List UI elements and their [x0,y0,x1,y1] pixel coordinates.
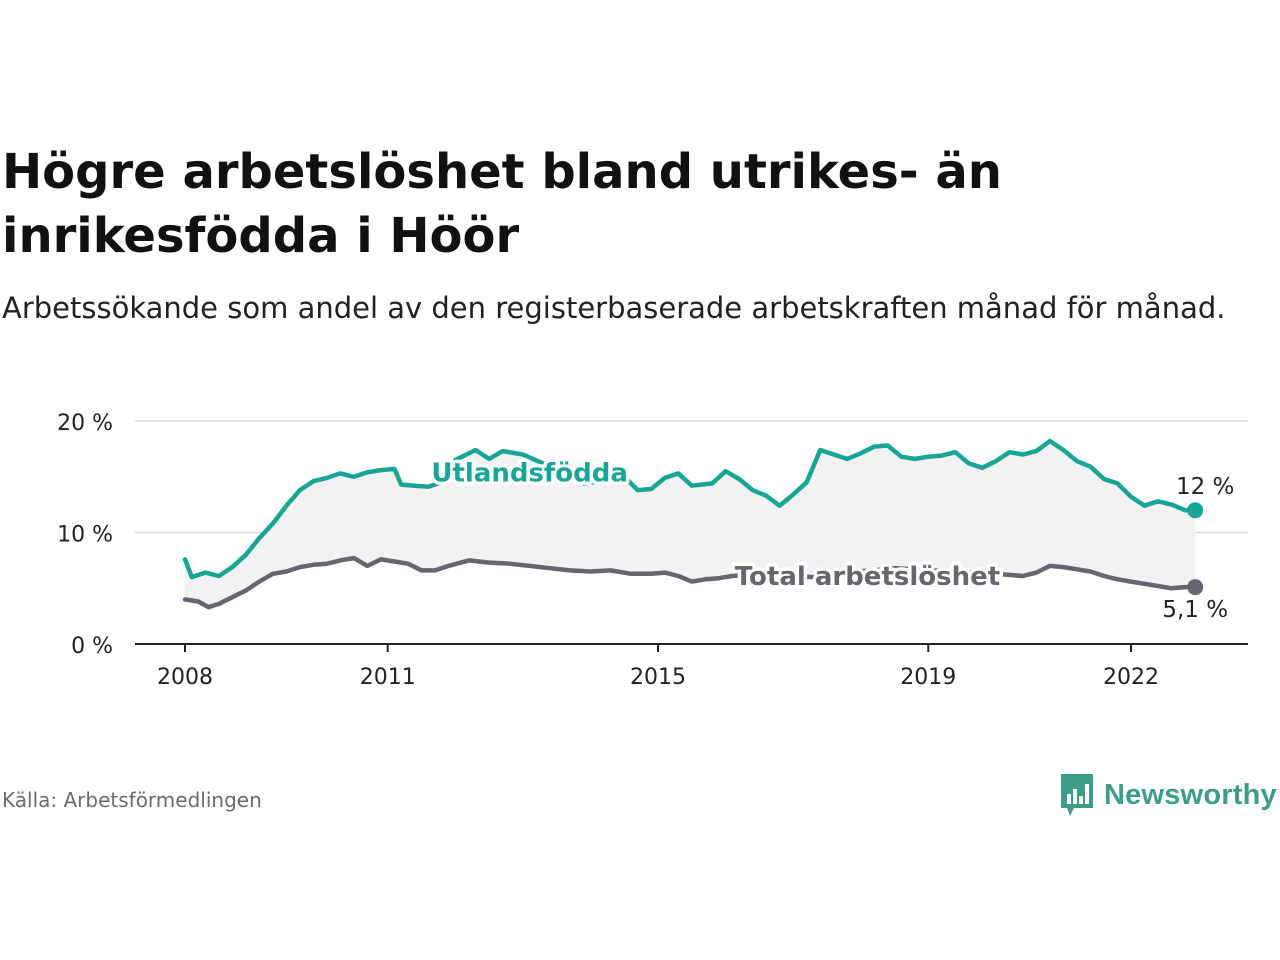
chart-title: Högre arbetslöshet bland utrikes- än inr… [2,144,1002,264]
newsworthy-logo-text: Newsworthy [1104,778,1277,811]
y-tick-label: 0 % [71,634,113,659]
difference-band-area [185,441,1196,608]
newsworthy-logo: Newsworthy [1058,772,1277,818]
end-marker-foreign [1187,502,1204,519]
labels: 0 % 10 % 20 % 2008 2011 2015 2019 2022 12 % 5,1 %… [57,411,1234,690]
series-line-total [182,555,1198,610]
x-tick-label: 2015 [630,665,686,690]
x-tick-label: 2008 [157,665,213,690]
x-tick-label: 2019 [900,665,956,690]
chart-subtitle: Arbetssökande som andel av den registerb… [2,291,1226,325]
end-marker-total [1187,579,1204,596]
end-markers [1187,502,1204,596]
end-label-total: 5,1 % [1162,597,1228,623]
x-tick-label: 2011 [360,665,416,690]
end-label-foreign: 12 % [1176,474,1234,500]
x-tick-label: 2022 [1103,665,1159,690]
y-tick-label: 10 % [57,523,113,548]
series-line-foreign [182,438,1198,580]
difference-band [185,441,1196,608]
source-note: Källa: Arbetsförmedlingen [2,788,262,812]
series-annotation-halo: Total arbetslöshet [735,562,1000,592]
newsworthy-logo-icon [1061,774,1093,816]
series-annotation-foreign: Utlandsfödda [431,458,628,488]
series-annotation-halo: Utlandsfödda [431,458,628,488]
line-chart: 0 % 10 % 20 % 2008 2011 2015 2019 2022 12 % 5,1 %… [57,411,1248,690]
y-tick-label: 20 % [57,411,113,436]
series-lines [182,438,1198,610]
axes [135,643,1248,652]
series-annotation-total: Total arbetslöshet [735,562,1000,592]
